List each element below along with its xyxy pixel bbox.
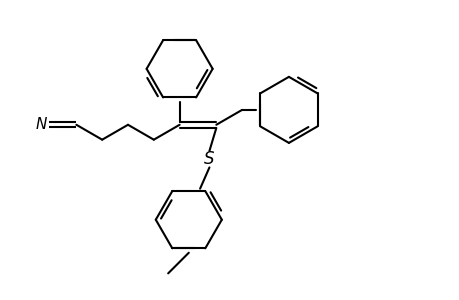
Text: N: N — [35, 117, 46, 132]
Text: S: S — [204, 150, 214, 168]
